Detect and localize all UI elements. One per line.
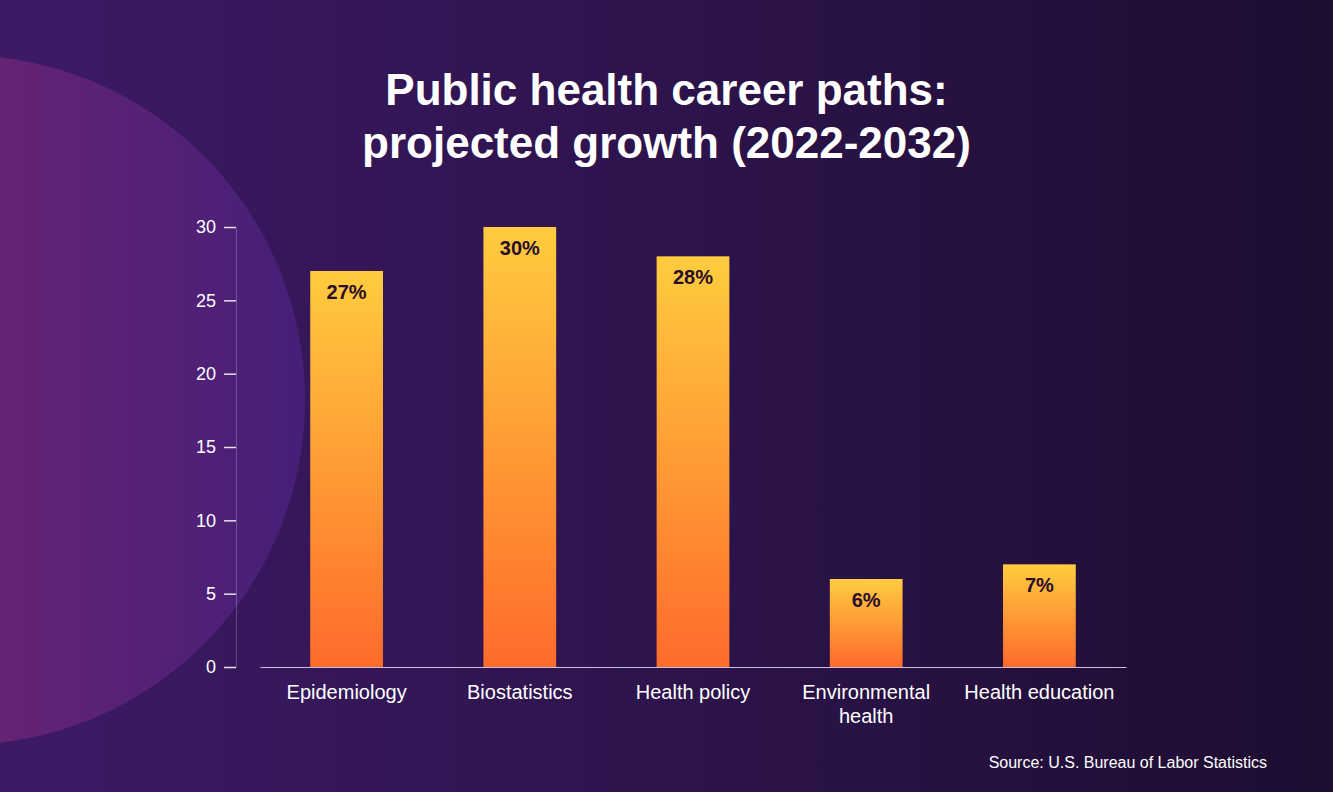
y-tick-mark (224, 520, 236, 522)
data-label: 27% (327, 281, 367, 303)
x-tick-label: Health policy (636, 681, 751, 703)
x-tick: Biostatistics (467, 667, 573, 703)
x-tick: Epidemiology (287, 667, 407, 703)
bar (657, 256, 730, 667)
data-labels: 27% 30% 28% 6% 7% (327, 237, 1054, 611)
title: Public health career paths:projected gro… (362, 65, 971, 167)
data-label: 7% (1025, 574, 1054, 596)
y-tick-mark (224, 447, 236, 449)
y-tick-label: 5 (206, 584, 216, 604)
x-axis: Epidemiology Biostatistics Health policy En… (261, 667, 1127, 727)
y-tick-mark (224, 227, 236, 229)
y-tick-label: 15 (196, 437, 216, 457)
y-tick-mark (224, 667, 236, 669)
x-axis-line (261, 667, 1127, 668)
y-axis: 0 5 10 15 20 25 30 (196, 217, 237, 677)
y-tick: 20 (196, 364, 236, 384)
bar (483, 227, 556, 667)
decor-circle (0, 55, 305, 745)
x-tick-label: Environmentalhealth (802, 681, 930, 727)
y-tick-label: 25 (196, 291, 216, 311)
y-tick: 15 (196, 437, 236, 457)
bar (310, 271, 383, 667)
y-tick-label: 20 (196, 364, 216, 384)
y-tick-label: 10 (196, 511, 216, 531)
y-tick: 30 (196, 217, 236, 237)
x-tick-label: Epidemiology (287, 681, 407, 703)
data-label: 6% (852, 589, 881, 611)
y-tick-mark (224, 300, 236, 302)
x-tick-label: Health education (964, 681, 1114, 703)
source: Source: U.S. Bureau of Labor Statistics (989, 754, 1267, 771)
x-tick-label: Biostatistics (467, 681, 573, 703)
x-tick: Environmentalhealth (802, 667, 930, 727)
y-tick-label: 30 (196, 217, 216, 237)
data-label: 28% (673, 266, 713, 288)
bars (310, 227, 1076, 667)
y-tick-mark (224, 373, 236, 375)
y-tick: 25 (196, 291, 236, 311)
x-tick: Health education (964, 667, 1114, 703)
x-tick: Health policy (636, 667, 751, 703)
y-tick: 0 (206, 657, 236, 677)
bar (1003, 564, 1076, 667)
y-axis-line (236, 228, 237, 668)
data-label: 30% (500, 237, 540, 259)
y-tick-mark (224, 593, 236, 595)
y-tick-label: 0 (206, 657, 216, 677)
y-tick: 5 (206, 584, 236, 604)
chart: Public health career paths:projected gro… (0, 0, 1333, 792)
bar (830, 579, 903, 667)
y-tick: 10 (196, 511, 236, 531)
